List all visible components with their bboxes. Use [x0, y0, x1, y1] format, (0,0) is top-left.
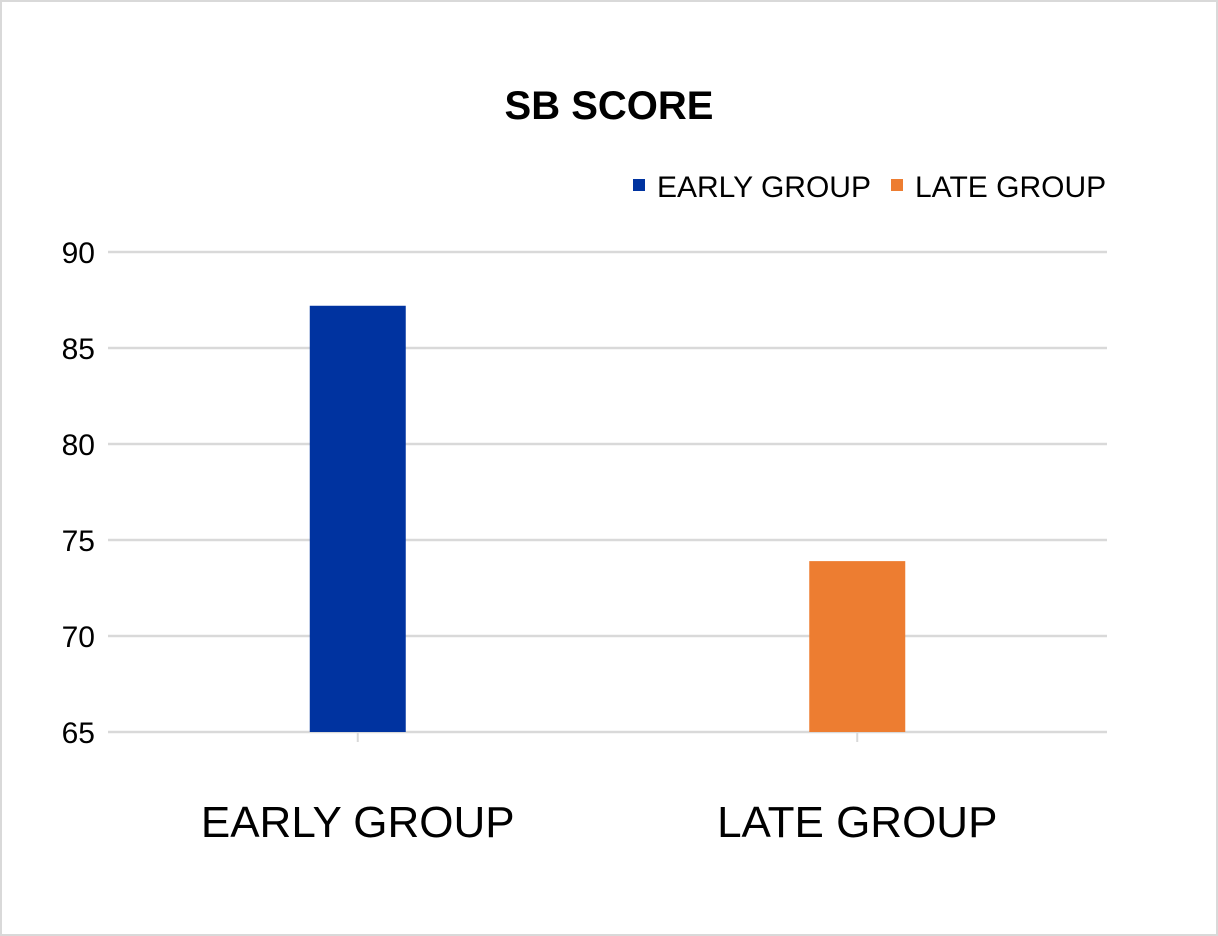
legend-swatch-late: [891, 179, 903, 191]
y-tick-label: 75: [62, 525, 95, 558]
legend: EARLY GROUP LATE GROUP: [633, 171, 1106, 204]
y-axis-ticks: 90 85 80 75 70 65: [62, 237, 95, 750]
legend-label-late: LATE GROUP: [915, 171, 1106, 204]
y-tick-label: 90: [62, 237, 95, 270]
bars: [309, 305, 906, 732]
gridlines: [108, 250, 1107, 734]
x-axis: EARLY GROUP LATE GROUP: [201, 732, 997, 847]
y-tick-label: 85: [62, 333, 95, 366]
legend-label-early: EARLY GROUP: [657, 171, 871, 204]
chart-title: SB SCORE: [505, 84, 714, 128]
legend-swatch-early: [633, 179, 645, 191]
bar-late-group: [809, 561, 906, 732]
y-tick-label: 65: [62, 717, 95, 750]
bar-early-group: [309, 305, 406, 732]
y-tick-label: 80: [62, 429, 95, 462]
x-tick-label: EARLY GROUP: [201, 798, 515, 847]
y-tick-label: 70: [62, 621, 95, 654]
x-tick-label: LATE GROUP: [717, 798, 997, 847]
